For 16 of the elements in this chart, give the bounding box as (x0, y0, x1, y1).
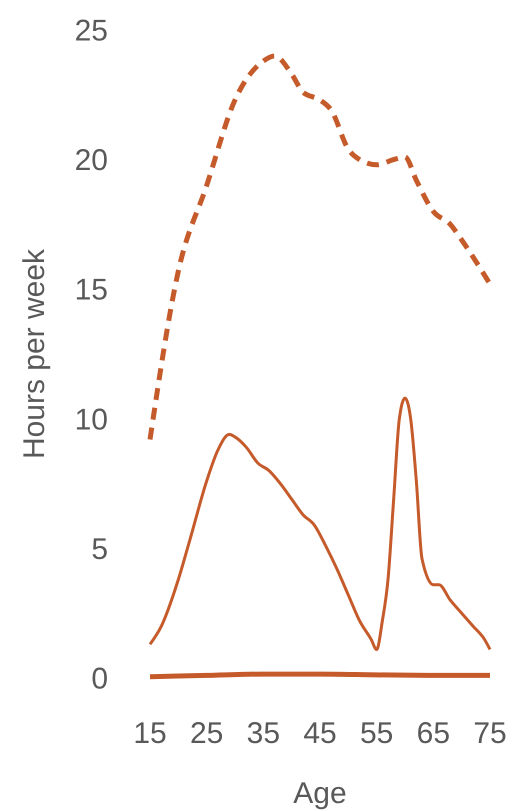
x-tick-label: 15 (133, 717, 167, 750)
y-tick-label: 20 (74, 144, 108, 178)
line-series (148, 396, 492, 651)
x-tick-label: 45 (303, 717, 337, 750)
x-tick-label: 55 (360, 717, 394, 750)
x-tick-label: 35 (246, 717, 280, 750)
x-tick-label: 75 (473, 717, 507, 750)
y-tick-label: 25 (74, 14, 108, 48)
y-tick-label: 5 (91, 532, 108, 566)
y-axis-title: Hours per week (18, 248, 51, 460)
y-tick-label: 10 (74, 403, 108, 436)
y-tick-label: 15 (74, 274, 108, 307)
y-tick-label: 0 (91, 662, 108, 696)
x-tick-label: 65 (416, 717, 450, 750)
x-axis-title: Age (293, 777, 347, 810)
x-tick-label: 25 (190, 717, 224, 750)
